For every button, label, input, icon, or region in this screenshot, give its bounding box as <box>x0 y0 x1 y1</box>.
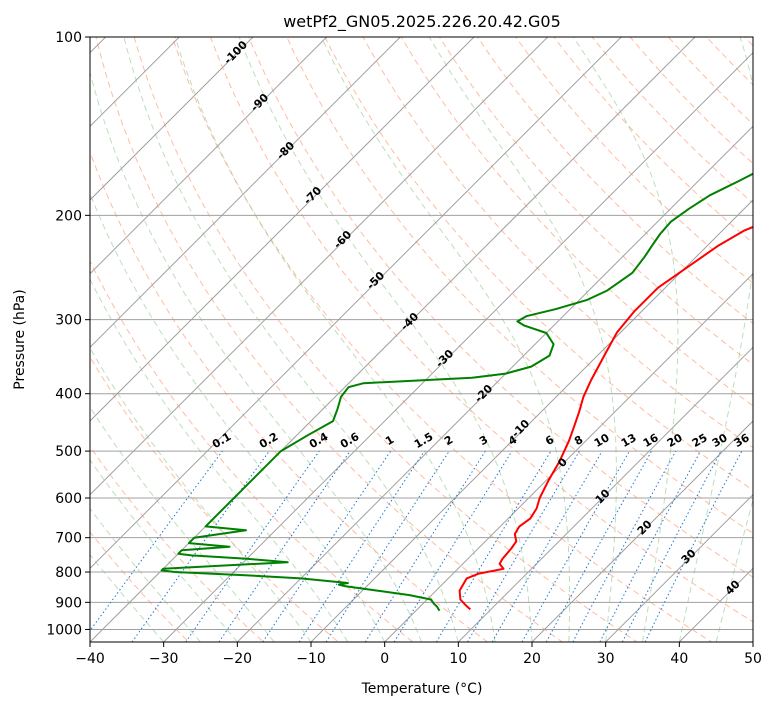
isotherm-line <box>457 346 753 642</box>
moist-adiabat-line <box>90 278 349 642</box>
isotherm-line <box>90 37 402 349</box>
dry-adiabat-line <box>438 37 753 366</box>
y-tick-label: 500 <box>55 444 82 460</box>
isotherm-line <box>236 125 753 642</box>
x-tick-label: −40 <box>75 651 105 667</box>
moist-adiabat-line <box>90 553 165 642</box>
axes: −40 −30 −20 −10 0 10 20 30 40 50 1000 900 800 700 600 5… <box>46 30 762 667</box>
isotherm-line <box>90 37 475 422</box>
mixing-ratio-line <box>131 450 270 642</box>
y-tick-label: 300 <box>55 313 82 329</box>
mixing-ratio-line <box>218 450 351 642</box>
moist-adiabat-line <box>320 37 571 642</box>
mixing-ratio-line <box>572 450 677 642</box>
dry-adiabat-line <box>171 37 713 642</box>
dewpoint-profile <box>160 172 753 612</box>
y-tick-label: 1000 <box>46 622 82 638</box>
x-tick-label: 50 <box>744 651 762 667</box>
moist-adiabat-line <box>715 497 753 642</box>
background-lines <box>90 37 753 642</box>
x-tick-label: 0 <box>380 651 389 667</box>
x-tick-label: −10 <box>296 651 326 667</box>
x-tick-label: 30 <box>597 651 615 667</box>
y-tick-label: 700 <box>55 531 82 547</box>
isotherm-line <box>90 37 696 642</box>
dry-adiabat-line <box>248 37 753 578</box>
mixing-ratio-line <box>325 450 450 642</box>
mixing-ratio-line <box>185 450 320 642</box>
dry-adiabat-line <box>90 259 414 642</box>
moist-adiabat-line <box>572 37 679 642</box>
dry-adiabat-line <box>133 37 638 642</box>
profile-series <box>160 172 753 612</box>
moist-adiabat-line <box>90 507 201 642</box>
dry-adiabat-line <box>90 356 340 642</box>
y-tick-label: 100 <box>55 30 82 46</box>
y-tick-label: 200 <box>55 208 82 224</box>
dry-adiabat-line <box>400 37 753 407</box>
y-tick-label: 600 <box>55 491 82 507</box>
moist-adiabat-line <box>90 459 238 642</box>
dry-adiabat-line <box>90 531 190 642</box>
mixing-ratio-line <box>644 450 743 642</box>
chart-title: wetPf2_GN05.2025.226.20.42.G05 <box>283 12 561 32</box>
x-tick-label: −20 <box>223 651 253 667</box>
x-tick-label: 20 <box>523 651 541 667</box>
mixing-ratio-line <box>393 450 513 642</box>
moist-adiabat-line <box>238 37 533 642</box>
isotherm-line <box>90 37 549 496</box>
moist-adiabat-line <box>90 406 275 642</box>
x-axis-title: Temperature (°C) <box>361 681 483 697</box>
dry-adiabat-line <box>286 37 753 534</box>
isotherm-line <box>162 51 753 642</box>
x-tick-label: 10 <box>449 651 467 667</box>
isotherm-line <box>531 420 753 642</box>
x-tick-label: −30 <box>149 651 179 667</box>
isotherm-line <box>90 37 623 570</box>
mixing-ratio-line <box>262 450 392 642</box>
y-tick-label: 800 <box>55 565 82 581</box>
dry-adiabat-line <box>90 445 265 642</box>
mixing-ratio-line <box>545 450 653 642</box>
moist-adiabat-line <box>90 70 422 642</box>
moist-adiabat-line <box>678 37 753 642</box>
isotherm-line <box>604 493 753 642</box>
isotherm-line <box>90 37 254 201</box>
moist-adiabat-line <box>90 192 386 642</box>
mixing-ratio-line <box>90 450 223 632</box>
dry-adiabat-line <box>477 37 753 325</box>
temperature-profile <box>458 225 753 611</box>
dry-adiabat-line <box>95 37 564 642</box>
y-tick-label: 400 <box>55 387 82 403</box>
x-tick-label: 40 <box>670 651 688 667</box>
moist-adiabat-line <box>174 37 496 642</box>
moist-adiabat-line <box>123 37 459 642</box>
mixing-ratio-line <box>521 450 630 642</box>
dry-adiabat-line <box>209 37 753 623</box>
moist-adiabat-line <box>428 37 617 642</box>
y-axis-title: Pressure (hPa) <box>12 289 28 389</box>
mixing-ratio-line <box>298 450 425 642</box>
plot-frame <box>89 36 754 643</box>
isotherm-line <box>90 37 328 275</box>
y-tick-label: 900 <box>55 595 82 611</box>
isotherm-line <box>383 272 753 642</box>
